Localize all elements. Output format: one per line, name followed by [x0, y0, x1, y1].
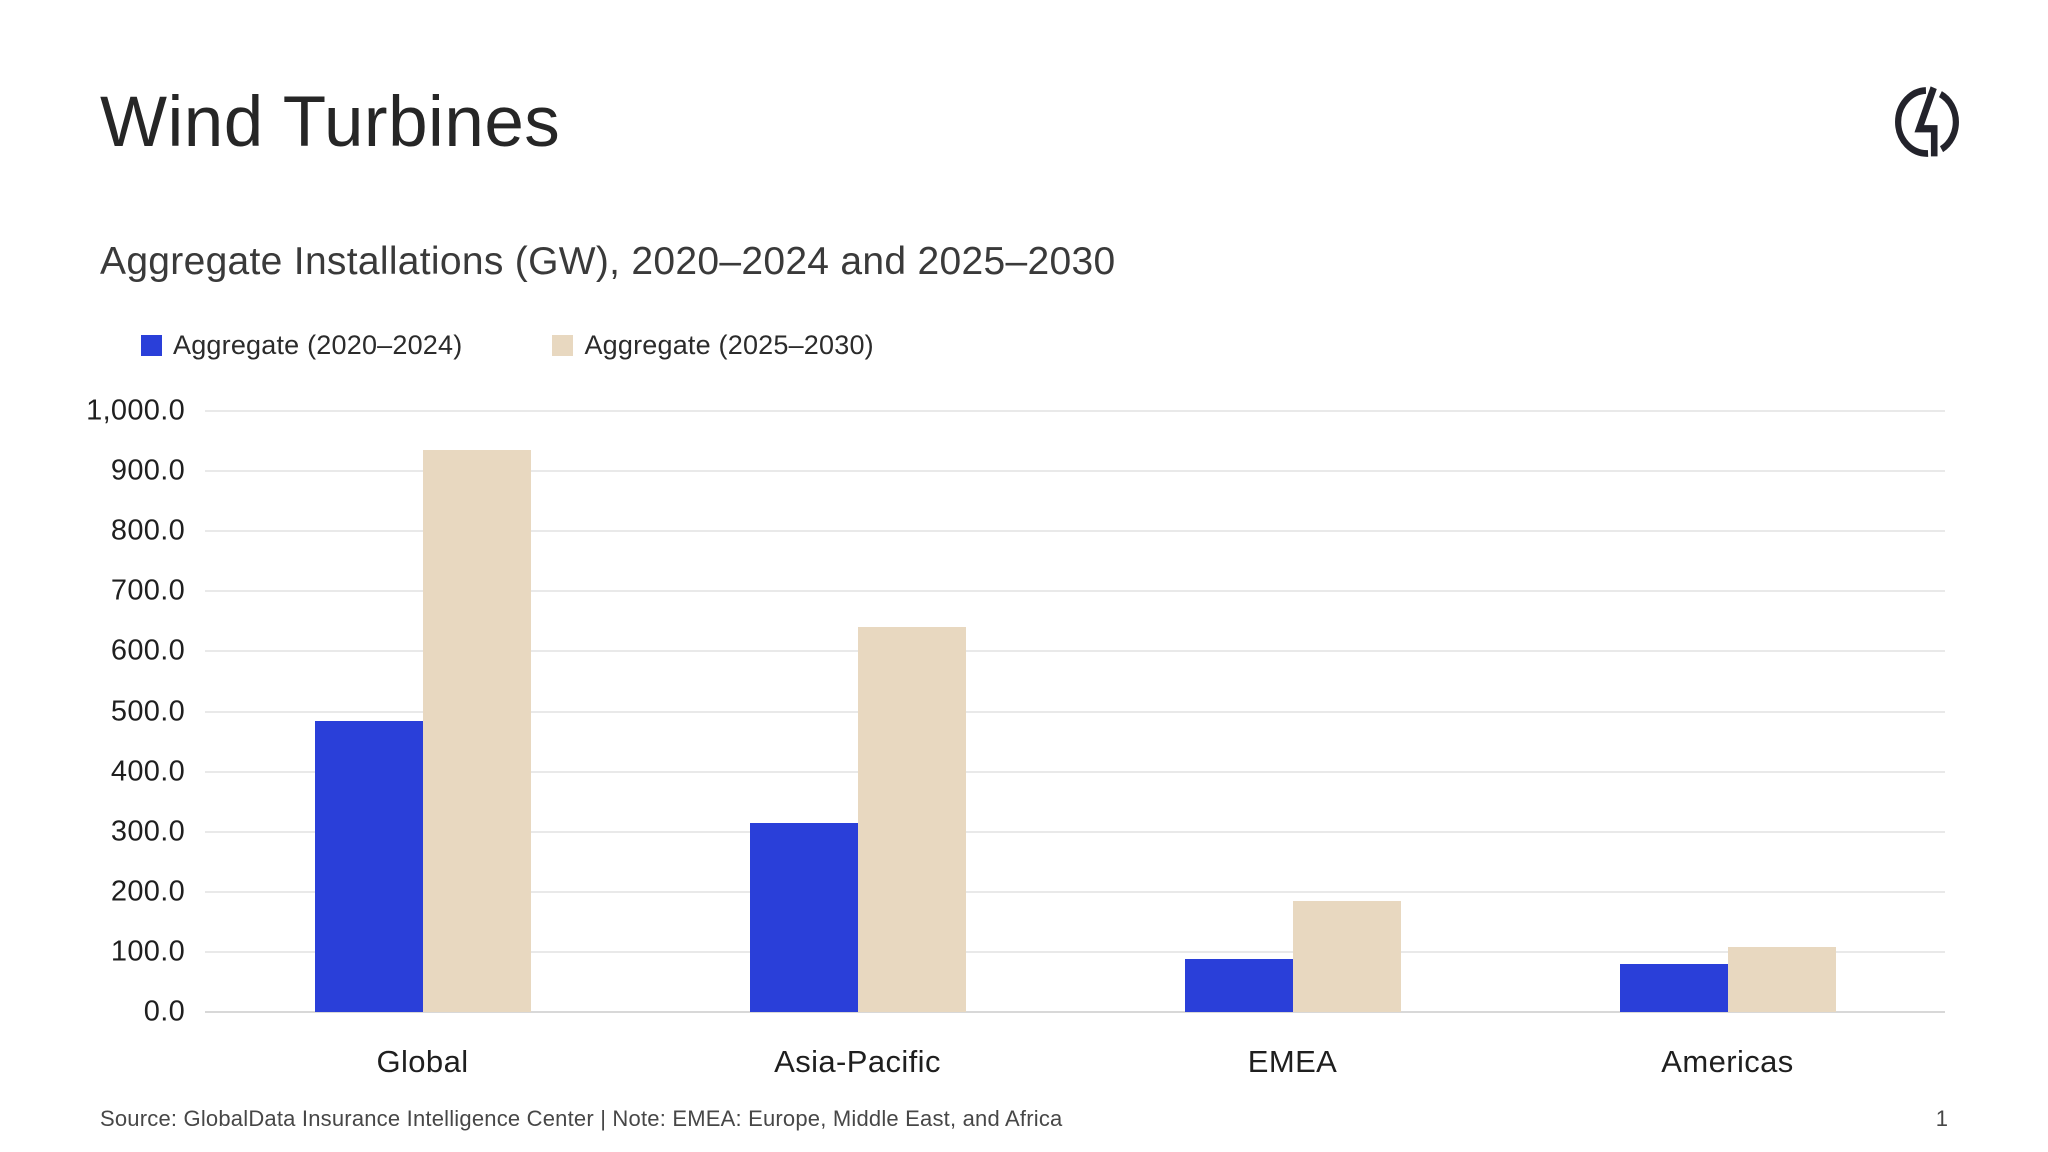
- legend-label: Aggregate (2020–2024): [173, 330, 463, 360]
- gridline: [205, 590, 1945, 593]
- gridline: [205, 890, 1945, 893]
- legend-item-series1: Aggregate (2020–2024): [141, 330, 462, 361]
- gridline: [205, 830, 1945, 833]
- chart-title: Aggregate Installations (GW), 2020–2024 …: [100, 240, 1116, 283]
- y-axis-tick-label: 900.0: [110, 454, 185, 487]
- gridline: [205, 710, 1945, 713]
- gridline: [205, 530, 1945, 533]
- globaldata-logo-icon: [1894, 86, 1960, 158]
- legend-swatch-icon: [552, 335, 574, 356]
- gridline: [205, 650, 1945, 653]
- bar-global-series1: [314, 720, 423, 1012]
- bar-asia-pacific-series1: [749, 822, 858, 1012]
- legend-item-series2: Aggregate (2025–2030): [552, 330, 874, 361]
- source-note: Source: GlobalData Insurance Intelligenc…: [100, 1106, 1063, 1131]
- bar-asia-pacific-series2: [857, 627, 966, 1012]
- page-title: Wind Turbines: [100, 83, 561, 162]
- legend-swatch-icon: [141, 335, 162, 356]
- y-axis-tick-label: 1,000.0: [86, 394, 185, 427]
- y-axis-tick-label: 700.0: [110, 574, 185, 607]
- x-axis-line: [205, 1011, 1945, 1013]
- page-number: 1: [1935, 1106, 1948, 1131]
- y-axis-tick-label: 400.0: [110, 755, 185, 788]
- x-axis-category-label: Global: [376, 1044, 469, 1079]
- y-axis-tick-label: 300.0: [110, 815, 185, 848]
- gridline: [205, 410, 1945, 412]
- y-axis-tick-label: 600.0: [110, 634, 185, 667]
- bar-emea-series2: [1292, 900, 1401, 1012]
- bar-americas-series2: [1727, 947, 1836, 1012]
- bar-emea-series1: [1184, 959, 1293, 1012]
- y-axis-tick-label: 100.0: [110, 935, 185, 968]
- y-axis-tick-label: 800.0: [110, 514, 185, 547]
- chart-legend: Aggregate (2020–2024) Aggregate (2025–203…: [141, 330, 874, 361]
- y-axis-tick-label: 0.0: [143, 995, 185, 1028]
- y-axis-tick-label: 200.0: [110, 875, 185, 908]
- x-axis-category-label: EMEA: [1247, 1044, 1338, 1079]
- legend-label: Aggregate (2025–2030): [584, 330, 874, 360]
- bar-americas-series1: [1619, 963, 1728, 1012]
- gridline: [205, 950, 1945, 953]
- gridline: [205, 770, 1945, 773]
- bar-global-series2: [422, 450, 531, 1012]
- x-axis-category-label: Asia-Pacific: [774, 1044, 941, 1079]
- x-axis-category-label: Americas: [1661, 1044, 1794, 1079]
- gridline: [205, 470, 1945, 473]
- y-axis-tick-label: 500.0: [110, 695, 185, 727]
